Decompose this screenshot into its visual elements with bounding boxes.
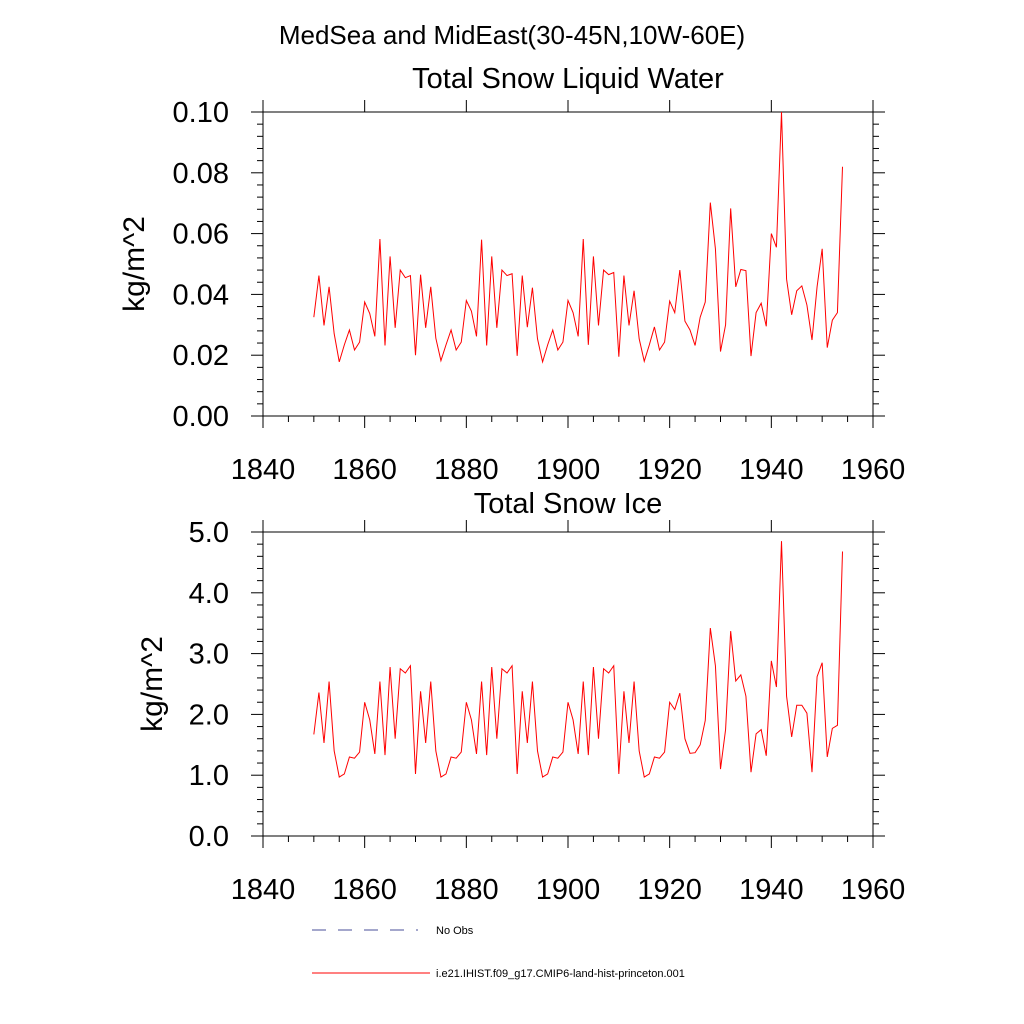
y-tick-label: 0.08: [173, 158, 229, 190]
x-tick-label: 1860: [332, 874, 397, 906]
plot-frame: [262, 111, 874, 417]
y-tick-label: 4.0: [189, 578, 229, 610]
x-tick-label: 1840: [231, 454, 296, 486]
x-tick-label: 1940: [739, 454, 804, 486]
panel-title: Total Snow Ice: [474, 488, 663, 520]
y-tick-label: 3.0: [189, 639, 229, 671]
plot-area: 1840 1860 1880 1900 1920 1940 1960 0.0 1.0 2.0 3.0…: [189, 517, 906, 906]
y-axis-label: kg/m^2: [136, 636, 169, 732]
y-tick-label: 0.04: [173, 279, 229, 311]
x-tick-label: 1900: [536, 874, 601, 906]
legend-label: i.e21.IHIST.f09_g17.CMIP6-land-hist-prin…: [436, 968, 685, 980]
y-tick-label: 0.02: [173, 340, 229, 372]
plot-frame: [262, 531, 874, 837]
panel-snow-ice: Total Snow Ice kg/m^2 1840 1860 1880 1900 19…: [136, 488, 905, 906]
panel-snow-liquid-water: Total Snow Liquid Water kg/m^2 1840 1860 1…: [118, 63, 905, 486]
x-tick-label: 1860: [332, 454, 397, 486]
series-line: [313, 541, 843, 778]
y-tick-label: 5.0: [189, 517, 229, 549]
series-line: [313, 111, 843, 364]
legend: No Obs i.e21.IHIST.f09_g17.CMIP6-land-hi…: [312, 925, 685, 980]
y-tick-label: 2.0: [189, 699, 229, 731]
legend-label: No Obs: [436, 925, 474, 937]
x-tick-label: 1840: [231, 874, 296, 906]
y-axis-label: kg/m^2: [118, 216, 151, 312]
figure-title: MedSea and MidEast(30-45N,10W-60E): [279, 20, 745, 50]
y-tick-label: 0.0: [189, 821, 229, 853]
x-tick-label: 1960: [841, 454, 906, 486]
panel-title: Total Snow Liquid Water: [412, 63, 724, 95]
y-tick-label: 0.00: [173, 401, 229, 433]
y-tick-label: 0.06: [173, 219, 229, 251]
y-tick-label: 0.10: [173, 97, 229, 129]
x-tick-label: 1880: [434, 874, 499, 906]
x-tick-label: 1920: [637, 874, 702, 906]
plot-area: 1840 1860 1880 1900 1920 1940 1960 0.00 0.02 0.04…: [173, 97, 906, 486]
x-tick-label: 1900: [536, 454, 601, 486]
x-tick-label: 1960: [841, 874, 906, 906]
x-tick-label: 1940: [739, 874, 804, 906]
x-tick-label: 1880: [434, 454, 499, 486]
y-tick-label: 1.0: [189, 760, 229, 792]
x-tick-label: 1920: [637, 454, 702, 486]
